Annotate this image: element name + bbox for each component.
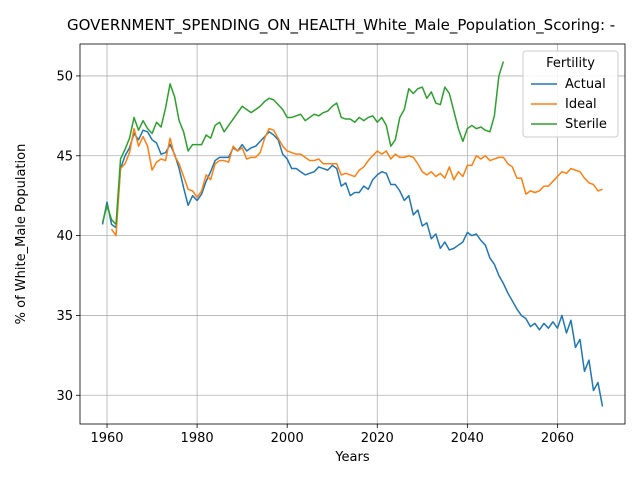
series-lines: [101, 61, 604, 407]
y-tick-label: 35: [56, 309, 73, 324]
x-tick-label: 2020: [361, 431, 394, 446]
x-tick-label: 2060: [541, 431, 574, 446]
legend: Fertility Actual Ideal Sterile: [522, 50, 619, 138]
x-tick-label: 1960: [90, 431, 123, 446]
axis-ticks: 1960 1980 2000 2020 2040 2060 30 35 40 45 50: [56, 69, 574, 446]
x-axis-label: Years: [334, 450, 370, 465]
x-tick-label: 1980: [181, 431, 214, 446]
legend-box: [522, 50, 619, 138]
legend-label: Sterile: [565, 117, 607, 132]
series-line-ideal: [110, 127, 603, 237]
legend-title: Fertility: [546, 56, 595, 71]
legend-entry-ideal: Ideal: [531, 97, 597, 112]
series-line-actual: [101, 129, 604, 407]
legend-label: Ideal: [565, 97, 597, 112]
plot-frame: [79, 43, 626, 425]
x-tick-label: 2040: [451, 431, 484, 446]
legend-entry-actual: Actual: [531, 77, 606, 92]
legend-label: Actual: [565, 77, 606, 92]
y-tick-label: 45: [56, 149, 73, 164]
y-tick-label: 40: [56, 229, 73, 244]
legend-entry-sterile: Sterile: [531, 117, 607, 132]
series-line-sterile: [101, 61, 505, 226]
x-tick-label: 2000: [271, 431, 304, 446]
y-tick-label: 50: [56, 69, 73, 84]
y-tick-label: 30: [56, 389, 73, 404]
chart-title: GOVERNMENT_SPENDING_ON_HEALTH_White_Male…: [67, 16, 615, 35]
y-axis-label: % of White_Male Population: [14, 144, 29, 325]
legend-entries: Actual Ideal Sterile: [531, 77, 607, 132]
